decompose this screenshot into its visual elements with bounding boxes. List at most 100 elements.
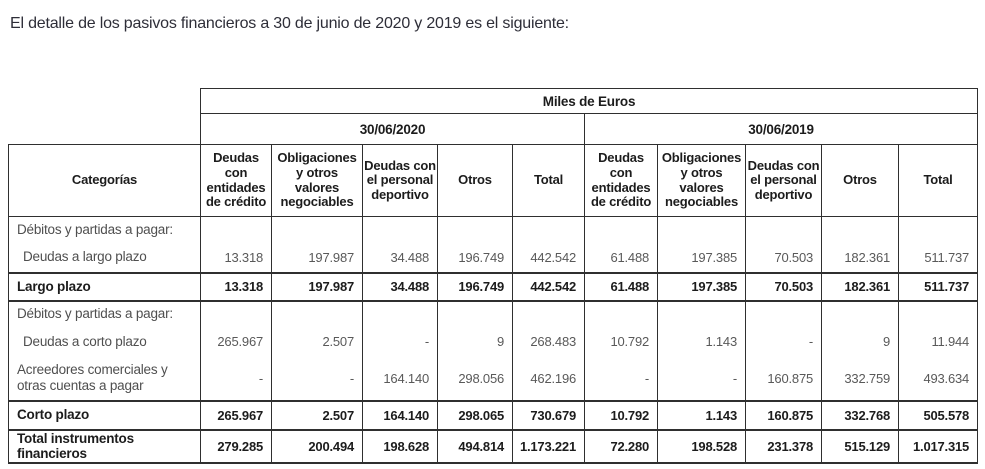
cell-value: 13.318 [200, 242, 272, 273]
cell-value: 198.628 [362, 428, 438, 464]
cell-value: 279.285 [200, 428, 272, 464]
cell-value: 182.361 [821, 271, 899, 302]
cell-value: 332.768 [821, 399, 899, 431]
cell-value [745, 300, 822, 327]
cell-value: 231.378 [745, 428, 822, 464]
cell-value [200, 216, 272, 243]
cell-value [271, 300, 363, 327]
financial-liabilities-table: Miles de Euros 30/06/2020 30/06/2019 Cat… [8, 88, 979, 464]
row-label: Largo plazo [8, 271, 201, 302]
col-header-personal-deportivo-2019: Deudas con el personal deportivo [745, 144, 822, 217]
cell-value: 298.056 [437, 356, 513, 401]
cell-value: 196.749 [437, 242, 513, 273]
cell-value [437, 216, 513, 243]
cell-value: 61.488 [584, 242, 658, 273]
cell-value: 493.634 [897, 356, 979, 401]
row-label: Total instrumentos financieros [8, 428, 201, 464]
col-header-obligaciones-2020: Obligaciones y otros valores negociables [271, 144, 363, 217]
cell-value: 1.143 [657, 399, 746, 431]
cell-value: 160.875 [745, 356, 822, 401]
cell-value: 442.542 [512, 271, 585, 302]
cell-value: 182.361 [821, 242, 899, 273]
table-row-deudas-largo-plazo: Deudas a largo plazo 13.318 197.987 34.4… [8, 242, 979, 273]
cell-value: 9 [821, 326, 899, 357]
row-label: Débitos y partidas a pagar: [8, 300, 201, 327]
cell-value [512, 300, 585, 327]
cell-value [897, 216, 979, 243]
cell-value: 11.944 [897, 326, 979, 357]
cell-value: 10.792 [584, 326, 658, 357]
cell-value: - [745, 326, 822, 357]
cell-value [584, 300, 658, 327]
col-header-total-2019: Total [897, 144, 979, 217]
cell-value [200, 300, 272, 327]
cell-value: 2.507 [271, 326, 363, 357]
period-header-row: 30/06/2020 30/06/2019 [9, 113, 979, 145]
cell-value: 1.143 [657, 326, 746, 357]
col-header-deudas-entidades-2019: Deudas con entidades de crédito [584, 144, 658, 217]
cell-value [821, 216, 899, 243]
cell-value: 196.749 [437, 271, 513, 302]
cell-value: - [584, 356, 658, 401]
cell-value: 494.814 [437, 428, 513, 464]
cell-value: 197.987 [271, 242, 363, 273]
cell-value [745, 216, 822, 243]
cell-value: - [271, 356, 363, 401]
cell-value: 505.578 [897, 399, 979, 431]
cell-value [362, 216, 438, 243]
cell-value: 265.967 [200, 399, 272, 431]
units-header-row: Miles de Euros [9, 88, 979, 114]
cell-value: 70.503 [745, 242, 822, 273]
cell-value: 34.488 [362, 242, 438, 273]
row-label: Deudas a corto plazo [8, 326, 201, 357]
cell-value: 511.737 [897, 271, 979, 302]
cell-value: 515.129 [821, 428, 899, 464]
col-header-otros-2019: Otros [821, 144, 899, 217]
cell-value [821, 300, 899, 327]
cell-value [657, 216, 746, 243]
table-corner-spacer [9, 89, 201, 114]
cell-value [437, 300, 513, 327]
cell-value: 332.759 [821, 356, 899, 401]
cell-value [271, 216, 363, 243]
cell-value: 160.875 [745, 399, 822, 431]
col-header-otros-2020: Otros [437, 144, 513, 217]
cell-value: 298.065 [437, 399, 513, 431]
cell-value: 197.987 [271, 271, 363, 302]
cell-value [897, 300, 979, 327]
cell-value: 10.792 [584, 399, 658, 431]
row-label: Débitos y partidas a pagar: [8, 216, 201, 243]
cell-value: 197.385 [657, 271, 746, 302]
categories-header: Categorías [8, 144, 201, 217]
cell-value: 462.196 [512, 356, 585, 401]
column-header-row: Categorías Deudas con entidades de crédi… [8, 144, 979, 217]
table-row-debitos-corto: Débitos y partidas a pagar: [8, 300, 979, 327]
cell-value: 730.679 [512, 399, 585, 431]
table-row-total-instrumentos: Total instrumentos financieros 279.285 2… [8, 428, 979, 464]
cell-value: 1.017.315 [897, 428, 979, 464]
table-row-deudas-corto-plazo: Deudas a corto plazo 265.967 2.507 - 9 2… [8, 326, 979, 357]
intro-text: El detalle de los pasivos financieros a … [10, 15, 569, 32]
col-header-obligaciones-2019: Obligaciones y otros valores negociables [657, 144, 746, 217]
cell-value: 164.140 [362, 399, 438, 431]
cell-value: 34.488 [362, 271, 438, 302]
col-header-total-2020: Total [512, 144, 585, 217]
table-row-acreedores-comerciales: Acreedores comerciales y otras cuentas a… [8, 356, 979, 401]
table-row-debitos-largo: Débitos y partidas a pagar: [8, 216, 979, 243]
table-row-largo-plazo-total: Largo plazo 13.318 197.987 34.488 196.74… [8, 271, 979, 302]
cell-value: - [657, 356, 746, 401]
cell-value [584, 216, 658, 243]
cell-value: 198.528 [657, 428, 746, 464]
period-header-2020: 30/06/2020 [200, 113, 585, 145]
cell-value: 9 [437, 326, 513, 357]
cell-value: 268.483 [512, 326, 585, 357]
cell-value: 442.542 [512, 242, 585, 273]
col-header-personal-deportivo-2020: Deudas con el personal deportivo [362, 144, 438, 217]
cell-value [362, 300, 438, 327]
units-header: Miles de Euros [199, 88, 979, 114]
cell-value: 265.967 [200, 326, 272, 357]
cell-value: 72.280 [584, 428, 658, 464]
cell-value [657, 300, 746, 327]
table-corner-spacer [9, 114, 201, 145]
